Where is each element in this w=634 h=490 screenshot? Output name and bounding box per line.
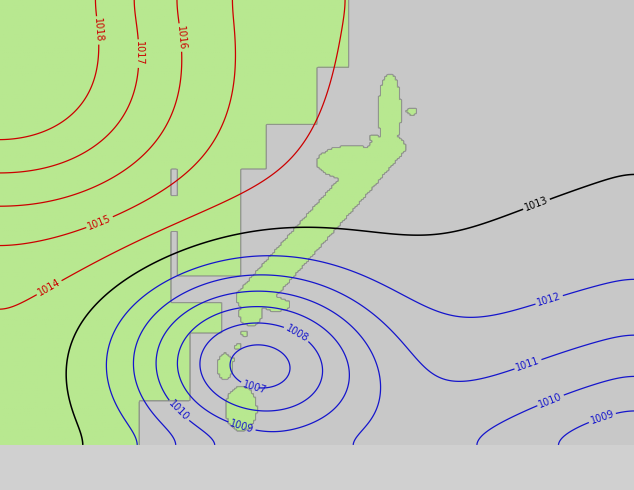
Text: 1009: 1009 [229, 418, 255, 435]
Text: 1008: 1008 [284, 323, 310, 343]
Text: © weatheronline.co.uk: © weatheronline.co.uk [496, 475, 628, 485]
Text: Surface pressure [hPa] ECMWF: Surface pressure [hPa] ECMWF [6, 457, 216, 470]
Text: 1010: 1010 [537, 391, 564, 410]
Text: 1009: 1009 [589, 409, 616, 426]
Text: 1017: 1017 [134, 41, 144, 66]
Text: 1018: 1018 [92, 18, 104, 43]
Text: 1016: 1016 [174, 25, 187, 50]
Text: 1012: 1012 [536, 292, 562, 308]
Text: 1007: 1007 [241, 379, 268, 395]
Text: 1011: 1011 [515, 356, 541, 373]
Text: 1010: 1010 [166, 399, 191, 423]
Text: 1014: 1014 [36, 277, 62, 298]
Text: 1015: 1015 [86, 213, 113, 232]
Text: 1013: 1013 [523, 195, 550, 213]
Text: Sa 01-06-2024 18:00 UTC (18+72): Sa 01-06-2024 18:00 UTC (18+72) [395, 451, 628, 464]
